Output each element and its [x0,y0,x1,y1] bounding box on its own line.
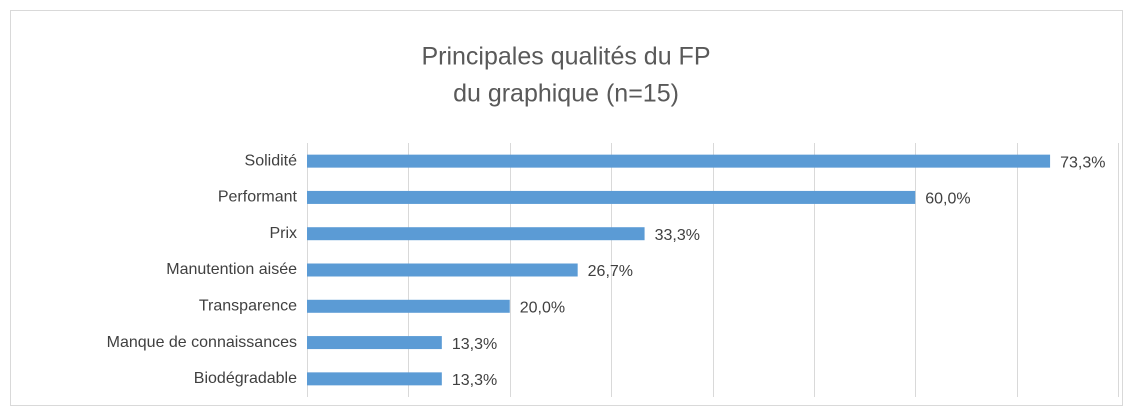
data-label: 73,3% [1060,154,1105,171]
bar [307,372,442,386]
data-label: 13,3% [452,336,497,353]
chart-border [10,10,1123,406]
data-label: 26,7% [588,263,633,280]
bar [307,190,916,204]
bar [307,227,645,241]
y-tick-label: Performant [218,189,298,206]
data-label: 20,0% [520,300,565,317]
y-tick-label: Manque de connaissances [107,334,297,351]
y-tick-label: Biodégradable [194,370,297,387]
bar [307,299,510,313]
y-tick-label: Manutention aisée [166,261,297,278]
data-label: 13,3% [452,372,497,389]
chart-title: du graphique (n=15) [453,80,679,108]
chart-title: Principales qualités du FP [421,43,710,71]
data-label: 60,0% [925,191,970,208]
data-label: 33,3% [655,227,700,244]
y-tick-label: Prix [269,225,297,242]
y-tick-label: Transparence [199,298,297,315]
bar [307,336,442,350]
bar [307,263,578,277]
bar [307,154,1051,168]
y-tick-label: Solidité [245,152,298,169]
